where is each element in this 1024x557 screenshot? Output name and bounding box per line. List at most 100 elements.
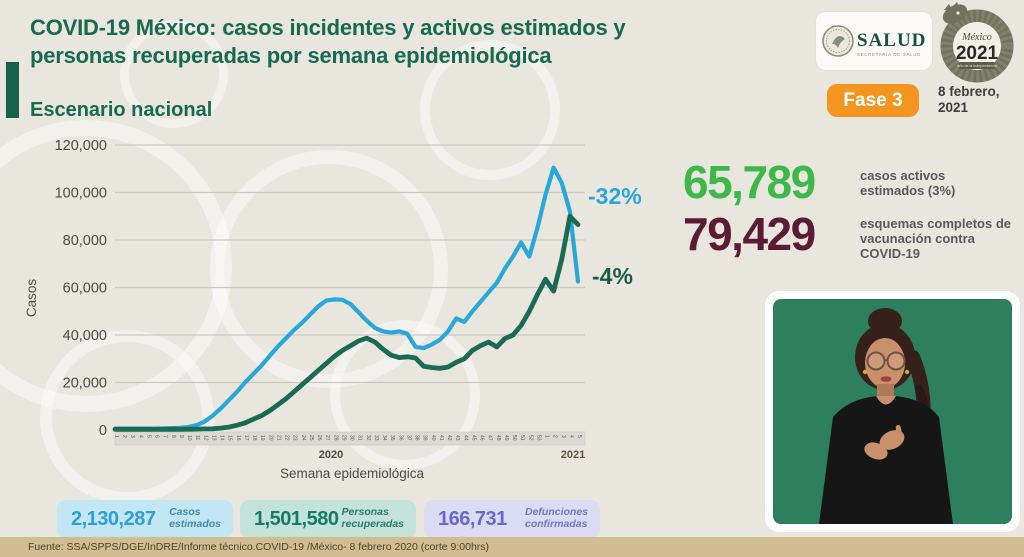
svg-text:38: 38 [414,435,420,441]
page-title: COVID-19 México: casos incidentes y acti… [30,15,626,68]
svg-text:40,000: 40,000 [63,328,107,344]
phase-badge: Fase 3 [827,84,919,117]
source-footer: Fuente: SSA/SPPS/DGE/InDRE/Informe técni… [0,537,1024,557]
svg-text:3: 3 [560,435,566,438]
estimated-cases-pill: 2,130,287 Casos estimados [57,500,233,538]
svg-text:5: 5 [145,435,151,438]
recovered-label: Personas recuperadas [341,506,404,530]
svg-text:14: 14 [219,435,225,441]
mexico-2021-emblem-icon: México 2021 Año de la Independencia [930,2,1022,84]
svg-text:44: 44 [462,435,468,441]
active-cases-label: casos activos estimados (3%) [860,168,956,198]
recovered-value: 1,501,580 [254,507,339,530]
svg-text:52: 52 [527,435,533,441]
svg-text:11: 11 [194,435,200,440]
svg-text:29: 29 [340,435,346,441]
svg-text:37: 37 [405,435,411,441]
svg-text:18: 18 [251,435,257,441]
interpreter-illustration [773,299,1012,524]
svg-text:4: 4 [568,435,574,438]
deaths-label: Defunciones confirmadas [524,506,588,530]
svg-text:23: 23 [292,435,298,441]
svg-text:46: 46 [479,435,485,441]
svg-text:26: 26 [316,435,322,441]
svg-text:Año de la Independencia: Año de la Independencia [957,64,997,68]
estimated-cases-label: Casos estimados [169,506,221,530]
salud-logo: SALUD SECRETARÍA DE SALUD [816,12,932,70]
svg-text:2021: 2021 [561,449,585,461]
source-text: Fuente: SSA/SPPS/DGE/InDRE/Informe técni… [28,541,490,553]
svg-text:SECRETARÍA DE SALUD: SECRETARÍA DE SALUD [857,52,921,57]
svg-text:39: 39 [422,435,428,441]
svg-text:120,000: 120,000 [55,138,107,154]
svg-text:40: 40 [430,435,436,441]
sign-language-interpreter-video [765,291,1020,532]
vaccination-value: 79,429 [683,208,816,260]
report-date: 8 febrero, 2021 [938,84,1000,116]
svg-text:15: 15 [227,435,233,441]
svg-text:45: 45 [470,435,476,441]
annotation-blue-change: -32% [588,183,642,209]
svg-text:7: 7 [162,435,168,438]
svg-text:32: 32 [365,435,371,441]
svg-text:2021: 2021 [956,43,999,64]
svg-text:2020: 2020 [319,449,343,461]
svg-text:100,000: 100,000 [55,186,107,202]
svg-text:3: 3 [129,435,135,438]
estimated-cases-value: 2,130,287 [71,507,156,530]
vaccination-label: esquemas completos de vacunación contra … [860,216,1011,261]
svg-text:9: 9 [178,435,184,438]
svg-text:Casos: Casos [24,279,39,318]
svg-text:Semana epidemiológica: Semana epidemiológica [280,466,425,481]
salud-seal-icon: SALUD SECRETARÍA DE SALUD [822,25,926,57]
svg-text:10: 10 [186,435,192,441]
svg-text:0: 0 [99,423,107,439]
svg-text:28: 28 [332,435,338,441]
annotation-green-change: -4% [592,263,633,289]
svg-text:47: 47 [487,435,493,441]
svg-text:35: 35 [389,435,395,441]
epidemic-curve-chart: 1 2 3 4 5 6 7 8 9 10 11 12 13 14 15 16 17 18 19 20 21 22 23 24 2… [24,138,586,481]
svg-text:27: 27 [324,435,330,441]
svg-text:60,000: 60,000 [63,281,107,297]
recovered-pill: 1,501,580 Personas recuperadas [240,500,416,538]
svg-text:25: 25 [308,435,314,441]
svg-text:1: 1 [544,435,550,438]
svg-text:80,000: 80,000 [63,233,107,249]
svg-text:20: 20 [267,435,273,441]
svg-text:13: 13 [210,435,216,441]
svg-text:6: 6 [154,435,160,438]
svg-text:2: 2 [552,435,558,438]
svg-text:43: 43 [454,435,460,441]
svg-text:16: 16 [235,435,241,441]
svg-text:53: 53 [535,435,541,441]
svg-text:8: 8 [170,435,176,438]
svg-text:5: 5 [576,435,582,438]
svg-text:21: 21 [275,435,281,441]
active-cases-value: 65,789 [683,156,816,208]
svg-text:4: 4 [137,435,143,438]
svg-text:30: 30 [349,435,355,441]
title-accent-bar [6,62,19,118]
svg-text:48: 48 [495,435,501,441]
svg-text:17: 17 [243,435,249,441]
deaths-value: 166,731 [438,507,507,530]
svg-text:51: 51 [519,435,525,441]
svg-text:24: 24 [300,435,306,441]
svg-text:19: 19 [259,435,265,441]
deaths-pill: 166,731 Defunciones confirmadas [424,500,600,538]
page-subtitle: Escenario nacional [30,99,213,121]
svg-text:36: 36 [397,435,403,441]
svg-text:41: 41 [438,435,444,441]
svg-text:42: 42 [446,435,452,441]
svg-text:50: 50 [511,435,517,441]
svg-text:1: 1 [113,435,119,438]
svg-text:31: 31 [357,435,363,441]
svg-text:34: 34 [381,435,387,441]
svg-text:SALUD: SALUD [857,30,926,51]
svg-text:2: 2 [121,435,127,438]
svg-text:33: 33 [373,435,379,441]
svg-text:22: 22 [284,435,290,441]
svg-text:12: 12 [202,435,208,441]
